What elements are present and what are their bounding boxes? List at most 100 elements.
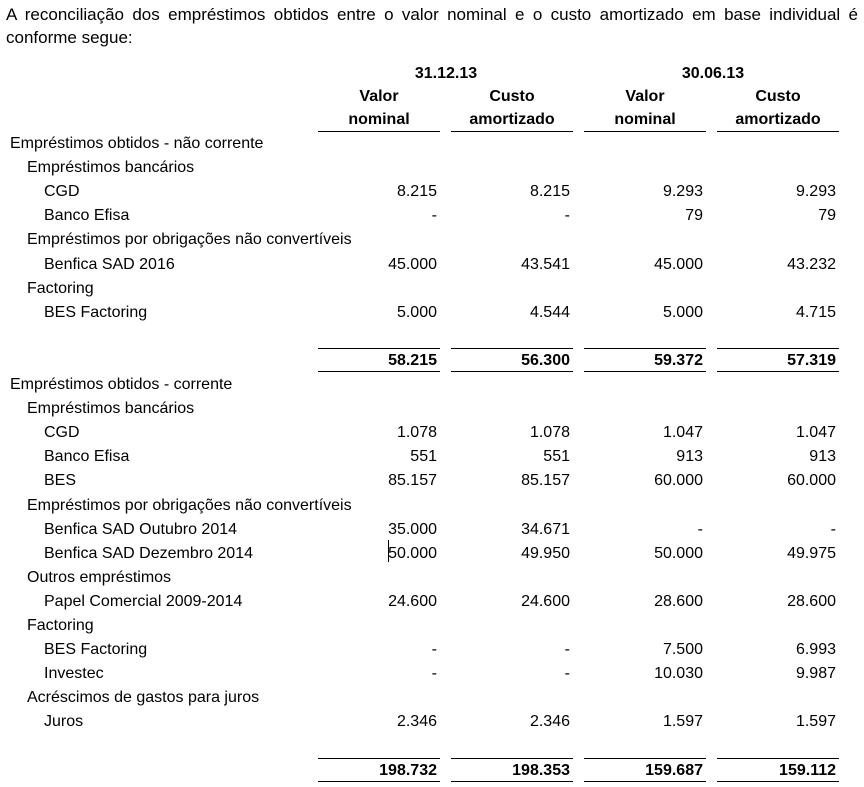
table-cell-value: 7.500 [662, 641, 703, 659]
item-label: BES Factoring [44, 303, 148, 321]
total-rule-top [584, 347, 706, 349]
category-label: Acréscimos de gastos para juros [27, 689, 260, 707]
category-label: Empréstimos por obrigações não convertív… [27, 496, 352, 514]
item-label: Benfica SAD Dezembro 2014 [44, 544, 253, 562]
item-label: Banco Efisa [44, 207, 130, 225]
total-value: 198.732 [379, 761, 437, 779]
table-cell-value: - [564, 641, 570, 659]
table-cell-value: 1.047 [795, 424, 836, 442]
table-cell-value: 85.157 [388, 472, 437, 490]
item-label: BES [44, 472, 77, 490]
table-cell-value: 9.293 [795, 183, 836, 201]
total-rule-top [318, 757, 440, 759]
table-cell-value: 43.232 [787, 255, 836, 273]
table-cell-value: 1.047 [662, 424, 703, 442]
table-cell-value: 5.000 [662, 303, 703, 321]
total-value: 58.215 [388, 351, 437, 369]
table-cell-value: 5.000 [396, 303, 437, 321]
item-label: BES Factoring [44, 641, 148, 659]
column-header-line1: Valor [625, 88, 665, 105]
total-rule-bottom [584, 370, 706, 372]
column-header-line2: nominal [614, 111, 676, 128]
header-underline [451, 131, 573, 132]
table-cell-value: - [697, 520, 703, 538]
table-cell-value: 79 [818, 207, 836, 225]
table-cell-value: 49.950 [521, 544, 570, 562]
table-cell-value: 10.030 [654, 665, 703, 683]
table-cell-value: 1.597 [662, 713, 703, 731]
table-cell-value: 79 [685, 207, 703, 225]
column-header-line2: amortizado [469, 111, 555, 128]
category-label: Empréstimos bancários [27, 400, 195, 418]
total-value: 57.319 [787, 351, 836, 369]
table-cell-value: 49.975 [787, 544, 836, 562]
header-underline [717, 131, 839, 132]
column-header-line1: Custo [489, 88, 535, 105]
header-underline [584, 131, 706, 132]
table-cell-value: - [431, 665, 437, 683]
table-cell-value: 85.157 [521, 472, 570, 490]
item-label: Benfica SAD Outubro 2014 [44, 520, 238, 538]
table-cell-value: 43.541 [521, 255, 570, 273]
total-rule-bottom [584, 780, 706, 782]
table-cell-value: 551 [543, 448, 570, 466]
table-cell-value: 50.000 [388, 544, 437, 562]
section-label: Empréstimos obtidos - corrente [10, 376, 233, 393]
total-rule-top [451, 347, 573, 349]
table-cell-value: 2.346 [529, 713, 570, 731]
total-rule-top [451, 757, 573, 759]
intro-paragraph: A reconciliação dos empréstimos obtidos … [6, 5, 858, 47]
table-cell-value: 4.715 [795, 303, 836, 321]
table-cell-value: 9.293 [662, 183, 703, 201]
table-cell-value: 1.597 [795, 713, 836, 731]
column-header-line1: Valor [359, 88, 399, 105]
category-label: Factoring [27, 279, 94, 297]
table-cell-value: 35.000 [388, 520, 437, 538]
header-underline [318, 131, 440, 132]
total-value: 59.372 [654, 351, 703, 369]
total-rule-top [717, 347, 839, 349]
item-label: Investec [44, 665, 104, 683]
total-rule-top [717, 757, 839, 759]
total-rule-bottom [451, 370, 573, 372]
table-cell-value: 34.671 [521, 520, 570, 538]
table-cell-value: 45.000 [654, 255, 703, 273]
total-value: 159.687 [645, 761, 703, 779]
column-header-line1: Custo [755, 88, 801, 105]
table-cell-value: 9.987 [795, 665, 836, 683]
total-rule-bottom [717, 780, 839, 782]
total-rule-bottom [451, 780, 573, 782]
table-cell-value: 24.600 [521, 592, 570, 610]
total-rule-bottom [717, 370, 839, 372]
table-cell-value: 551 [410, 448, 437, 466]
table-cell-value: 45.000 [388, 255, 437, 273]
table-cell-value: 6.993 [795, 641, 836, 659]
period-header: 31.12.13 [414, 65, 478, 82]
table-cell-value: 60.000 [654, 472, 703, 490]
table-cell-value: - [431, 207, 437, 225]
table-cell-value: 60.000 [787, 472, 836, 490]
table-cell-value: 28.600 [787, 592, 836, 610]
table-cell-value: 24.600 [388, 592, 437, 610]
item-label: Benfica SAD 2016 [44, 255, 175, 273]
table-cell-value: 28.600 [654, 592, 703, 610]
table-cell-value: - [431, 641, 437, 659]
column-header-line2: nominal [348, 111, 410, 128]
total-rule-bottom [318, 370, 440, 372]
total-rule-top [318, 347, 440, 349]
table-cell-value: 2.346 [396, 713, 437, 731]
item-label: CGD [44, 183, 80, 201]
total-value: 198.353 [512, 761, 570, 779]
item-label: Papel Comercial 2009-2014 [44, 592, 243, 610]
item-label: CGD [44, 424, 80, 442]
table-cell-value: 8.215 [529, 183, 570, 201]
item-label: Banco Efisa [44, 448, 130, 466]
total-rule-top [584, 757, 706, 759]
category-label: Empréstimos por obrigações não convertív… [27, 231, 352, 249]
item-label: Juros [44, 713, 84, 731]
table-cell-value: - [830, 520, 836, 538]
table-cell-value: 1.078 [529, 424, 570, 442]
section-label: Empréstimos obtidos - não corrente [10, 135, 264, 152]
category-label: Empréstimos bancários [27, 159, 195, 177]
table-cell-value: 8.215 [396, 183, 437, 201]
